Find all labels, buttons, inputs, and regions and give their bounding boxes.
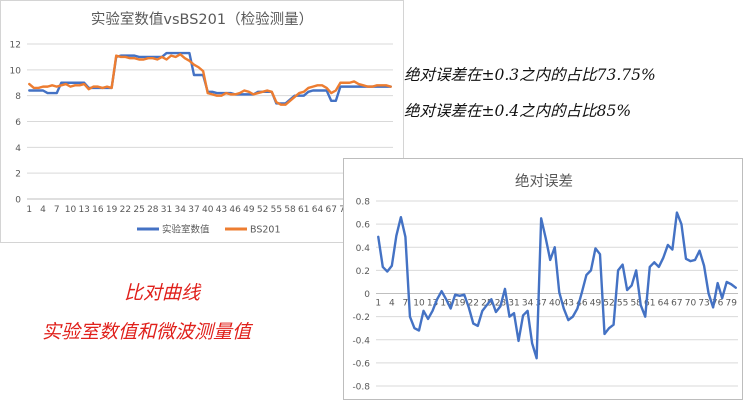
absolute-error-chart-panel: 绝对误差 0.8 0.6 0.4 0.2 0 -0.2 -0.4 -0.6 -0.8 1 4 7 10… [343,158,743,400]
x-tick-label: 16 [440,299,452,309]
x-tick-label: 34 [522,299,534,309]
y-tick-label: 10 [10,66,22,76]
y-tick-label: 0.4 [356,244,371,254]
x-tick-label: 4 [40,205,46,215]
x-tick-label: 58 [630,299,642,309]
x-tick-label: 1 [26,205,32,215]
x-tick-label: 79 [725,299,737,309]
y-tick-label: 0 [15,196,21,206]
x-tick-label: 22 [120,205,131,215]
x-tick-label: 34 [175,205,187,215]
x-tick-label: 64 [312,205,324,215]
x-tick-label: 55 [271,205,282,215]
x-tick-label: 67 [326,205,337,215]
y-tick-label: -0.6 [352,359,370,369]
x-tick-label: 40 [549,299,561,309]
x-tick-label: 64 [658,299,670,309]
comparison-chart-legend: 实验室数值 BS201 [137,224,281,236]
y-tick-label: 4 [15,144,21,154]
x-tick-label: 10 [413,299,425,309]
x-tick-label: 43 [563,299,574,309]
series-line-bs201 [28,53,392,106]
x-tick-label: 70 [685,299,697,309]
y-tick-label: -0.2 [352,313,370,323]
x-tick-label: 46 [576,299,588,309]
x-tick-label: 55 [617,299,628,309]
x-tick-label: 19 [106,205,118,215]
x-tick-label: 22 [468,299,479,309]
y-tick-label: 0.8 [356,198,371,208]
y-tick-label: 8 [15,92,21,102]
x-tick-label: 25 [133,205,144,215]
x-tick-label: 10 [65,205,77,215]
caption-lab-vs-microwave: 实验室数值和微波测量值 [42,321,252,343]
y-tick-label: -0.8 [352,383,370,393]
y-tick-label: -0.4 [352,336,370,346]
x-tick-label: 28 [147,205,159,215]
x-tick-label: 7 [403,299,409,309]
x-tick-label: 16 [92,205,104,215]
x-tick-label: 43 [216,205,227,215]
absolute-error-chart-title: 绝对误差 [515,173,573,190]
x-tick-label: 76 [712,299,724,309]
x-tick-label: 49 [590,299,602,309]
x-tick-label: 52 [257,205,268,215]
legend-label-bs201: BS201 [250,225,281,236]
y-tick-label: 6 [15,118,21,128]
x-tick-label: 46 [229,205,241,215]
x-tick-label: 61 [298,205,309,215]
x-tick-label: 13 [427,299,438,309]
x-tick-label: 4 [389,299,395,309]
x-tick-label: 7 [54,205,60,215]
x-tick-label: 67 [671,299,682,309]
caption-comparison-curve: 比对曲线 [124,282,201,304]
x-tick-label: 13 [78,205,89,215]
x-tick-label: 49 [243,205,255,215]
y-tick-label: 0 [364,290,370,300]
x-tick-label: 31 [161,205,172,215]
y-tick-label: 0.2 [356,267,370,277]
y-tick-label: 12 [10,41,21,51]
comparison-chart-panel: 实验室数值vsBS201（检验测量） 0 2 4 6 8 10 12 1 4 7 10 13 16 19… [0,0,404,243]
absolute-error-chart: 绝对误差 0.8 0.6 0.4 0.2 0 -0.2 -0.4 -0.6 -0.8 1 4 7 10… [352,173,738,393]
x-tick-label: 40 [202,205,214,215]
stat-within-0-3: 绝对误差在±0.3之内的占比73.75% [404,66,656,84]
stat-within-0-4: 绝对误差在±0.4之内的占比85% [404,102,632,120]
x-tick-label: 73 [698,299,709,309]
x-tick-label: 37 [188,205,199,215]
x-tick-label: 61 [644,299,655,309]
x-tick-label: 1 [375,299,381,309]
comparison-chart-title: 实验室数值vsBS201（检验测量） [91,11,313,28]
y-tick-label: 2 [15,170,21,180]
x-tick-label: 58 [284,205,296,215]
x-tick-label: 31 [508,299,519,309]
y-tick-label: 0.6 [356,221,371,231]
legend-label-lab: 实验室数值 [162,224,210,236]
x-tick-label: 52 [603,299,614,309]
x-tick-label: 19 [454,299,466,309]
series-line-absolute-error [377,211,737,360]
x-tick-label: 37 [535,299,546,309]
